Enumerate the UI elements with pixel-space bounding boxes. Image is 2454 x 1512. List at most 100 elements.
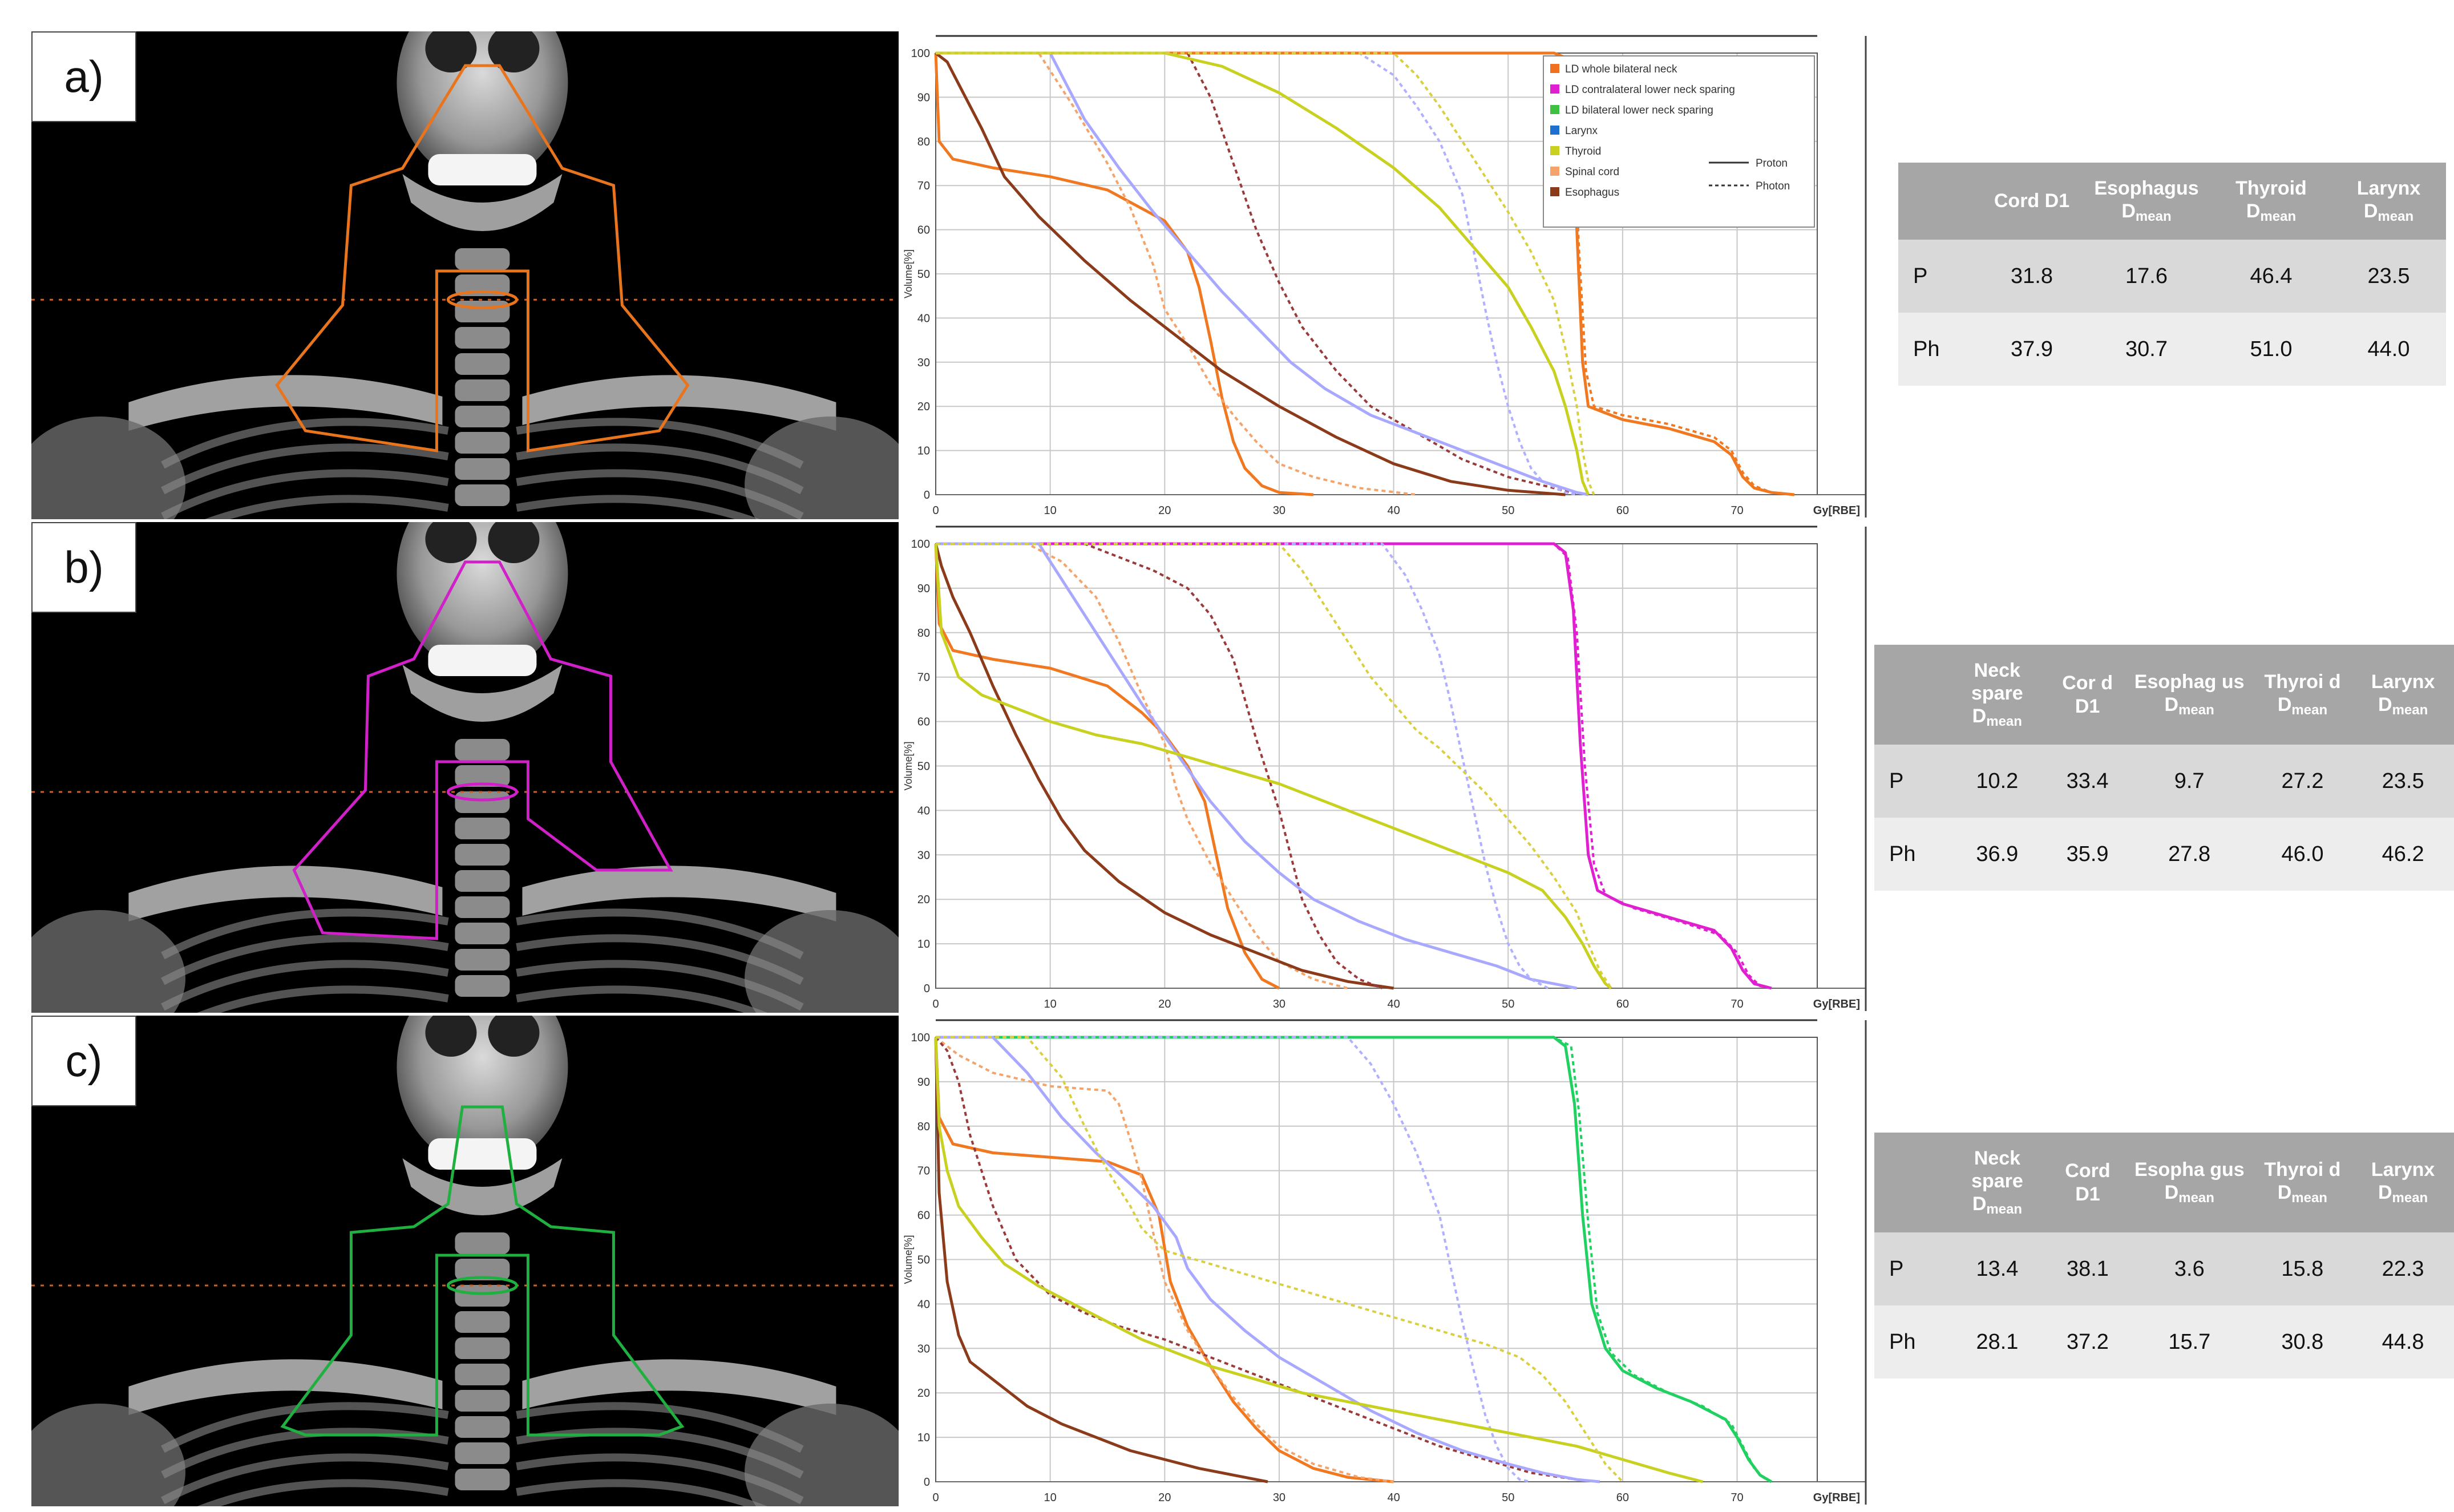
left-clavicle	[128, 866, 443, 921]
vertebra	[455, 274, 510, 296]
y-tick-label: 70	[917, 180, 930, 192]
left-clavicle	[128, 375, 443, 431]
row-label: P	[1874, 1232, 1946, 1305]
table-header-cell: Larynx Dmean	[2352, 645, 2454, 745]
rib	[516, 443, 804, 495]
x-tick-label: 0	[932, 998, 939, 1010]
header-subscript: mean	[2291, 702, 2328, 718]
table-header-cell	[1898, 163, 1982, 240]
x-axis-label: Gy[RBE]	[1813, 504, 1860, 517]
rib	[516, 1453, 804, 1505]
linestyle-label: Proton	[1756, 157, 1788, 169]
y-tick-label: 60	[917, 716, 930, 729]
rib	[516, 934, 804, 985]
ct-image-a: a)	[31, 31, 899, 519]
vertebra	[455, 818, 510, 839]
skeleton	[31, 1016, 899, 1506]
rib	[197, 1479, 449, 1506]
table-header-cell: Thyroi d Dmean	[2253, 1133, 2352, 1232]
target-contour	[280, 1105, 685, 1437]
table-cell: 3.6	[2126, 1232, 2253, 1305]
vertebra	[455, 248, 510, 270]
vertebra	[455, 1311, 510, 1333]
teeth-shape	[428, 645, 537, 676]
dvh-line-esophagus-proton	[935, 52, 1566, 496]
header-subscript: mean	[2260, 209, 2297, 225]
legend-label: Thyroid	[1565, 145, 1601, 157]
x-tick-label: 20	[1158, 504, 1171, 517]
rib	[161, 1428, 449, 1479]
vertebra	[455, 432, 510, 454]
xray-drawing-a	[31, 31, 899, 519]
dvh-line-thyroid-proton	[936, 51, 1590, 495]
panel-label-a: a)	[31, 31, 136, 122]
table-header-cell	[1874, 645, 1946, 745]
y-axis-label: Volume[%]	[903, 249, 914, 298]
x-tick-label: 70	[1731, 998, 1743, 1010]
table-cell: 44.8	[2352, 1305, 2454, 1378]
header-text: Cor d D1	[2062, 672, 2113, 717]
vertebra	[455, 301, 510, 322]
y-tick-label: 80	[917, 136, 930, 148]
y-tick-label: 0	[924, 489, 930, 502]
legend-swatch	[1550, 84, 1559, 94]
x-tick-label: 40	[1387, 504, 1400, 517]
dvh-line-thyroid-photon	[936, 52, 1595, 495]
x-tick-label: 70	[1731, 1491, 1743, 1504]
y-tick-label: 90	[917, 91, 930, 104]
vertebra	[455, 975, 510, 997]
legend-label: LD bilateral lower neck sparing	[1565, 104, 1713, 116]
right-shoulder	[745, 417, 899, 519]
rib	[204, 495, 449, 519]
rib	[516, 469, 804, 519]
table-cell: 13.4	[1945, 1232, 2049, 1305]
table-cell: 30.7	[2082, 313, 2211, 386]
table-cell: 30.8	[2253, 1305, 2352, 1378]
table-cell: 46.2	[2352, 818, 2454, 891]
table-cell: 27.8	[2125, 818, 2253, 891]
y-tick-label: 40	[917, 804, 930, 817]
y-tick-label: 40	[917, 312, 930, 325]
table-cell: 37.9	[1982, 313, 2082, 386]
vertebra	[455, 870, 510, 892]
table-header-cell: Cord D1	[1982, 163, 2082, 240]
larynx-contour	[446, 782, 518, 802]
right-shoulder	[745, 910, 899, 1013]
table-cell: 15.8	[2253, 1232, 2352, 1305]
legend-swatch	[1550, 64, 1559, 73]
eye-socket	[425, 1016, 477, 1057]
rib	[161, 1453, 449, 1505]
x-tick-label: 10	[1044, 998, 1057, 1010]
y-tick-label: 50	[917, 761, 930, 773]
rib	[161, 960, 449, 1011]
table-row: Ph 28.1 37.2 15.7 30.8 44.8	[1874, 1305, 2454, 1378]
x-tick-label: 50	[1502, 998, 1514, 1010]
y-tick-label: 60	[917, 224, 930, 237]
table-header-cell: Thyroi d Dmean	[2253, 645, 2352, 745]
row-label: Ph	[1874, 1305, 1946, 1378]
x-tick-label: 40	[1387, 1491, 1400, 1504]
table-header-cell: Esophagus Dmean	[2082, 163, 2211, 240]
header-subscript: mean	[1986, 1202, 2023, 1218]
vertebra	[455, 1469, 510, 1490]
left-clavicle	[128, 1359, 443, 1415]
row-label: P	[1898, 240, 1982, 313]
dvh-line-spinal-cord-photon	[935, 1036, 1394, 1483]
x-tick-label: 0	[932, 1491, 939, 1504]
vertebra	[455, 484, 510, 506]
eye-socket	[488, 31, 540, 72]
teeth-shape	[428, 1138, 537, 1170]
dvh-line-esophagus-proton	[934, 1037, 1268, 1483]
left-shoulder	[31, 417, 185, 519]
header-text: Thyroi d D	[2264, 1159, 2341, 1204]
x-tick-label: 60	[1616, 504, 1629, 517]
rib	[161, 908, 449, 960]
header-text: Larynx D	[2371, 671, 2435, 716]
legend-box	[1543, 55, 1815, 228]
rib	[161, 443, 449, 495]
rib	[516, 985, 768, 1013]
x-tick-label: 20	[1158, 1491, 1171, 1504]
y-tick-label: 80	[917, 627, 930, 640]
vertebra	[455, 406, 510, 427]
vertebra	[455, 844, 510, 866]
